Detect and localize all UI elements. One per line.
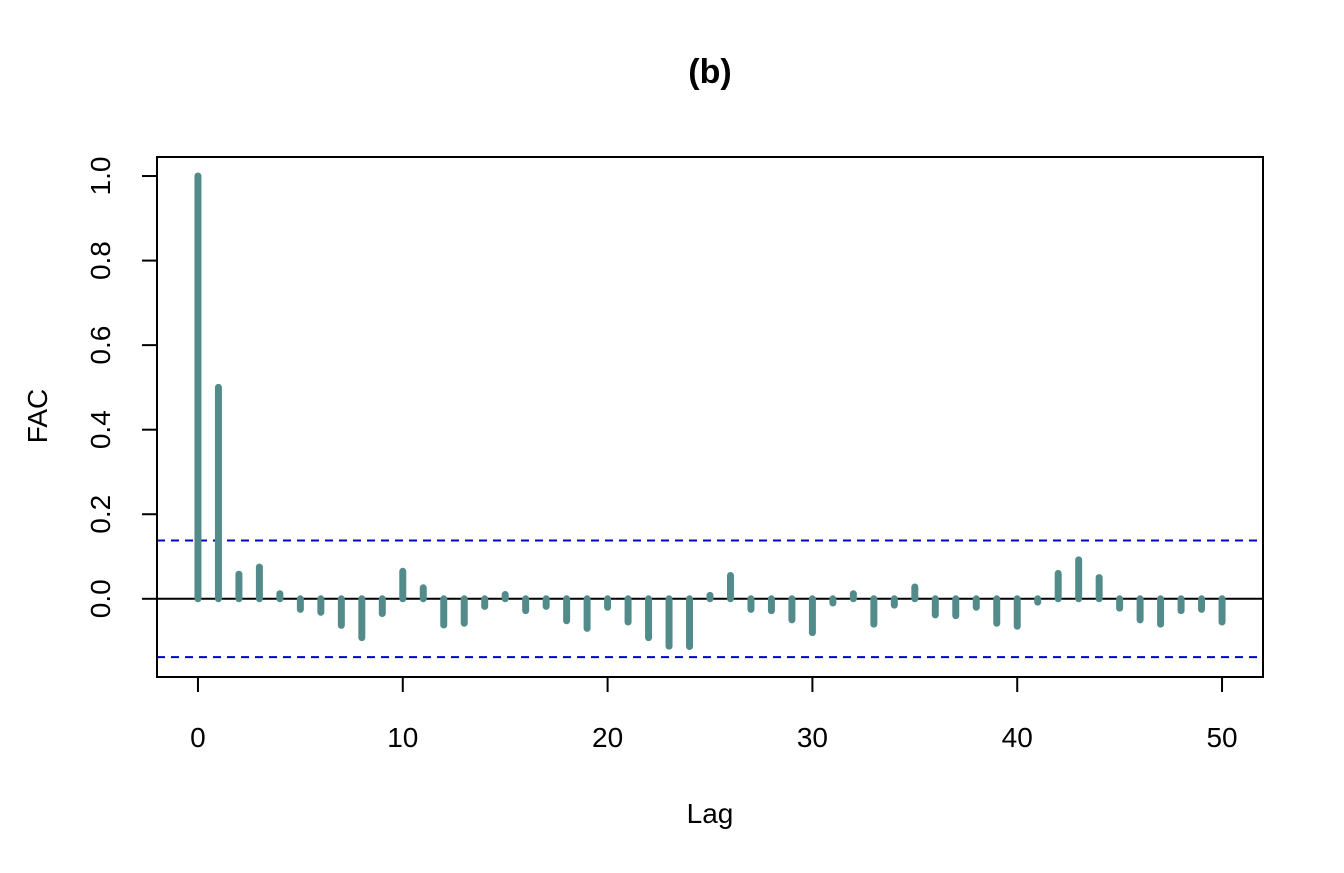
x-axis: 0 10 20 30 40 50 xyxy=(190,676,1238,753)
y-tick-label: 0.4 xyxy=(85,410,116,449)
x-tick-label: 0 xyxy=(190,722,206,753)
y-tick-label: 0.2 xyxy=(85,495,116,534)
y-tick-label: 0.0 xyxy=(85,579,116,618)
y-axis-label: FAC xyxy=(22,389,53,443)
chart-title: (b) xyxy=(688,53,731,91)
plot-frame xyxy=(156,156,1264,678)
x-tick-label: 30 xyxy=(797,722,828,753)
y-tick-label: 0.6 xyxy=(85,326,116,365)
y-tick-label: 0.8 xyxy=(85,241,116,280)
y-axis: 0.0 0.2 0.4 0.6 0.8 1.0 xyxy=(85,157,158,618)
x-tick-label: 20 xyxy=(592,722,623,753)
confidence-bounds xyxy=(157,539,1263,659)
acf-bars xyxy=(194,172,1226,651)
x-axis-label: Lag xyxy=(687,798,734,829)
x-tick-label: 10 xyxy=(387,722,418,753)
x-tick-label: 40 xyxy=(1002,722,1033,753)
y-tick-label: 1.0 xyxy=(85,157,116,196)
x-tick-label: 50 xyxy=(1206,722,1237,753)
